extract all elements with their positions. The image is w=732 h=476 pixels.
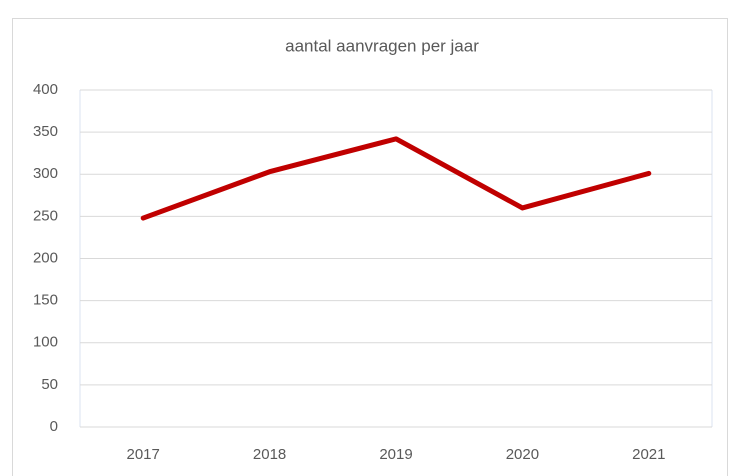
y-tick-label: 100 <box>33 334 58 351</box>
x-tick-label: 2018 <box>253 446 286 463</box>
y-tick-label: 300 <box>33 165 58 182</box>
x-tick-label: 2019 <box>379 446 412 463</box>
data-line <box>140 136 652 221</box>
chart-frame <box>12 18 728 476</box>
y-tick-label: 350 <box>33 123 58 140</box>
x-tick-label: 2020 <box>506 446 539 463</box>
chart-title: aantal aanvragen per jaar <box>285 36 479 55</box>
x-tick-label: 2017 <box>127 446 160 463</box>
y-tick-label: 400 <box>33 81 58 98</box>
y-tick-label: 50 <box>41 376 58 393</box>
y-tick-label: 250 <box>33 207 58 224</box>
y-tick-label: 150 <box>33 292 58 309</box>
y-tick-label: 200 <box>33 249 58 266</box>
x-tick-label: 2021 <box>632 446 665 463</box>
y-tick-label: 0 <box>50 418 58 435</box>
